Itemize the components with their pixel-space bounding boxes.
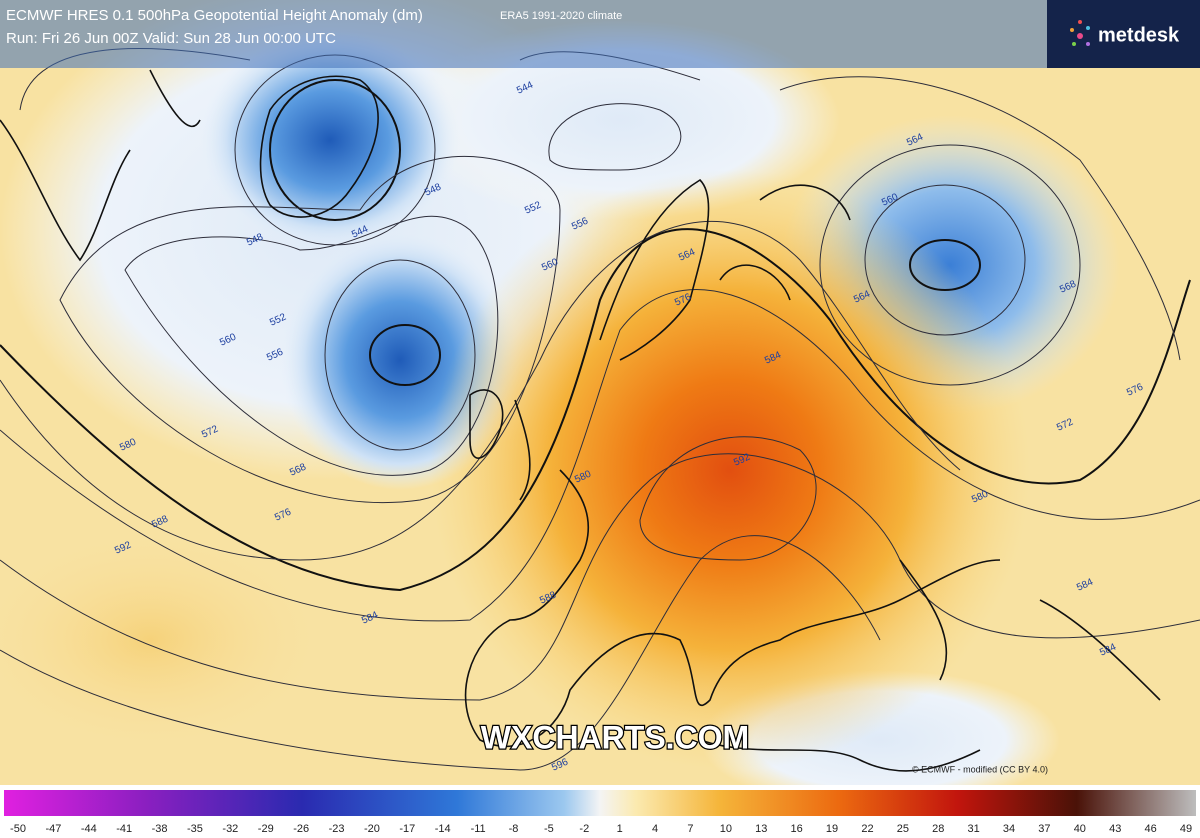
colorbar-label: -20 xyxy=(364,823,380,835)
colorbar-label: 46 xyxy=(1144,823,1156,835)
colorbar-label: -44 xyxy=(81,823,97,835)
colorbar-label: 34 xyxy=(1003,823,1015,835)
contour-labels: 5445485445485525565605645765525565605725… xyxy=(113,79,1145,773)
colorbar-label: 49 xyxy=(1180,823,1192,835)
high-area xyxy=(0,520,340,760)
colorbar-label: 43 xyxy=(1109,823,1121,835)
run-info: Run: Fri 26 Jun 00Z Valid: Sun 28 Jun 00… xyxy=(6,30,336,47)
colorbar-label: -41 xyxy=(116,823,132,835)
colorbar-label: -11 xyxy=(471,823,486,835)
colorbar-label: -47 xyxy=(45,823,61,835)
colorbar-label: 25 xyxy=(897,823,909,835)
colorbar-label: -2 xyxy=(579,823,589,835)
climate-note: ERA5 1991-2020 climate xyxy=(500,10,622,22)
logo-text: metdesk xyxy=(1098,24,1180,46)
colorbar-label: 40 xyxy=(1074,823,1086,835)
colorbar-label: -26 xyxy=(293,823,309,835)
colorbar-label: -8 xyxy=(509,823,519,835)
colorbar-label: 10 xyxy=(720,823,732,835)
colorbar-label: -50 xyxy=(10,823,26,835)
colorbar-label: 22 xyxy=(861,823,873,835)
colorbar-label: -5 xyxy=(544,823,554,835)
colorbar-label: -14 xyxy=(435,823,451,835)
colorbar-label: 19 xyxy=(826,823,838,835)
colorbar-label: -32 xyxy=(222,823,238,835)
colorbar-label: 16 xyxy=(791,823,803,835)
colorbar xyxy=(4,790,1196,816)
colorbar-label: 37 xyxy=(1038,823,1050,835)
logo-box xyxy=(1047,0,1200,68)
coastlines xyxy=(0,69,1161,772)
colorbar-label: 28 xyxy=(932,823,944,835)
credit: © ECMWF - modified (CC BY 4.0) xyxy=(912,764,1048,774)
title: ECMWF HRES 0.1 500hPa Geopotential Heigh… xyxy=(6,7,423,24)
colorbar-label: 1 xyxy=(617,823,623,835)
colorbar-label: -35 xyxy=(187,823,203,835)
header-bar xyxy=(0,0,1047,68)
contours xyxy=(0,48,1200,771)
colorbar-label: 31 xyxy=(968,823,980,835)
logo-icon xyxy=(1070,20,1090,46)
high-europe xyxy=(430,170,1030,770)
colorbar-label: -38 xyxy=(152,823,168,835)
colorbar-labels: -50 -47 -44 -41 -38 -35 -32 -29 -26 -23 -20 -17 -14 -… xyxy=(10,823,1192,835)
watermark: WXCHARTS.COM xyxy=(481,719,749,755)
colorbar-label: -23 xyxy=(329,823,345,835)
colorbar-label: 13 xyxy=(755,823,767,835)
colorbar-label: -29 xyxy=(258,823,274,835)
colorbar-label: -17 xyxy=(399,823,415,835)
colorbar-label: 4 xyxy=(652,823,658,835)
colorbar-label: 7 xyxy=(687,823,693,835)
